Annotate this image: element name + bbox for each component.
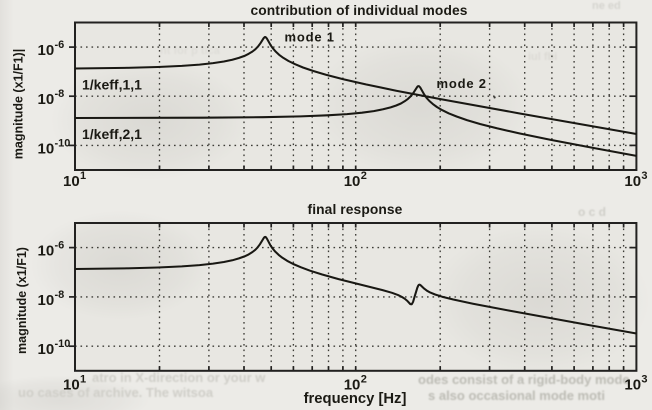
svg-text:10: 10 (344, 377, 361, 394)
svg-text:contribution of individual mod: contribution of individual modes (250, 3, 467, 18)
svg-text:s also occasional mode mot: s also occasional mode moti (428, 388, 605, 403)
svg-text:o c d: o c d (578, 205, 606, 219)
svg-text:final response: final response (308, 202, 403, 217)
svg-text:magnitude (x1/F1): magnitude (x1/F1) (15, 247, 29, 354)
svg-text:10: 10 (624, 173, 641, 190)
svg-text:iul fbi: iul fbi (528, 51, 557, 63)
svg-text:1: 1 (80, 170, 86, 182)
svg-text:3: 3 (641, 170, 647, 182)
svg-text:2: 2 (361, 170, 367, 182)
svg-text:10: 10 (38, 243, 55, 260)
svg-text:10: 10 (38, 140, 55, 157)
svg-text:-10: -10 (55, 338, 71, 350)
svg-text:mode 1: mode 1 (285, 30, 335, 45)
svg-text:10: 10 (38, 91, 55, 108)
svg-text:10: 10 (344, 173, 361, 190)
svg-text:frequency [Hz]: frequency [Hz] (304, 391, 407, 407)
svg-text:10: 10 (38, 341, 55, 358)
svg-text:nt for p tica: nt for p tica (160, 45, 221, 57)
svg-text:-10: -10 (55, 137, 71, 149)
svg-text:10: 10 (63, 377, 80, 394)
svg-text:3: 3 (641, 374, 647, 386)
svg-text:-6: -6 (55, 240, 65, 252)
svg-text:-8: -8 (55, 289, 65, 301)
svg-text:magnitude (x1/F1)|: magnitude (x1/F1)| (12, 49, 26, 159)
svg-text:uo cases of archive.: uo cases of archive. The witsoa (18, 385, 214, 400)
svg-text:1/keff,2,1: 1/keff,2,1 (82, 126, 142, 142)
svg-text:-8: -8 (55, 88, 65, 100)
svg-text:atro in X-direction or you: atro in X-direction or your w (92, 370, 266, 385)
svg-text:1/keff,1,1: 1/keff,1,1 (82, 77, 142, 93)
svg-text:odes consist of a rigid-body m: odes consist of a rigid-body mode (418, 372, 630, 387)
svg-text:mode 2: mode 2 (437, 76, 487, 91)
svg-text:10: 10 (63, 173, 80, 190)
svg-text:2: 2 (361, 374, 367, 386)
svg-text:1: 1 (80, 374, 86, 386)
svg-text:10: 10 (38, 42, 55, 59)
svg-text:10: 10 (624, 377, 641, 394)
svg-text:-6: -6 (55, 39, 65, 51)
svg-text:10: 10 (38, 292, 55, 309)
svg-text:ne ed: ne ed (592, 0, 621, 12)
